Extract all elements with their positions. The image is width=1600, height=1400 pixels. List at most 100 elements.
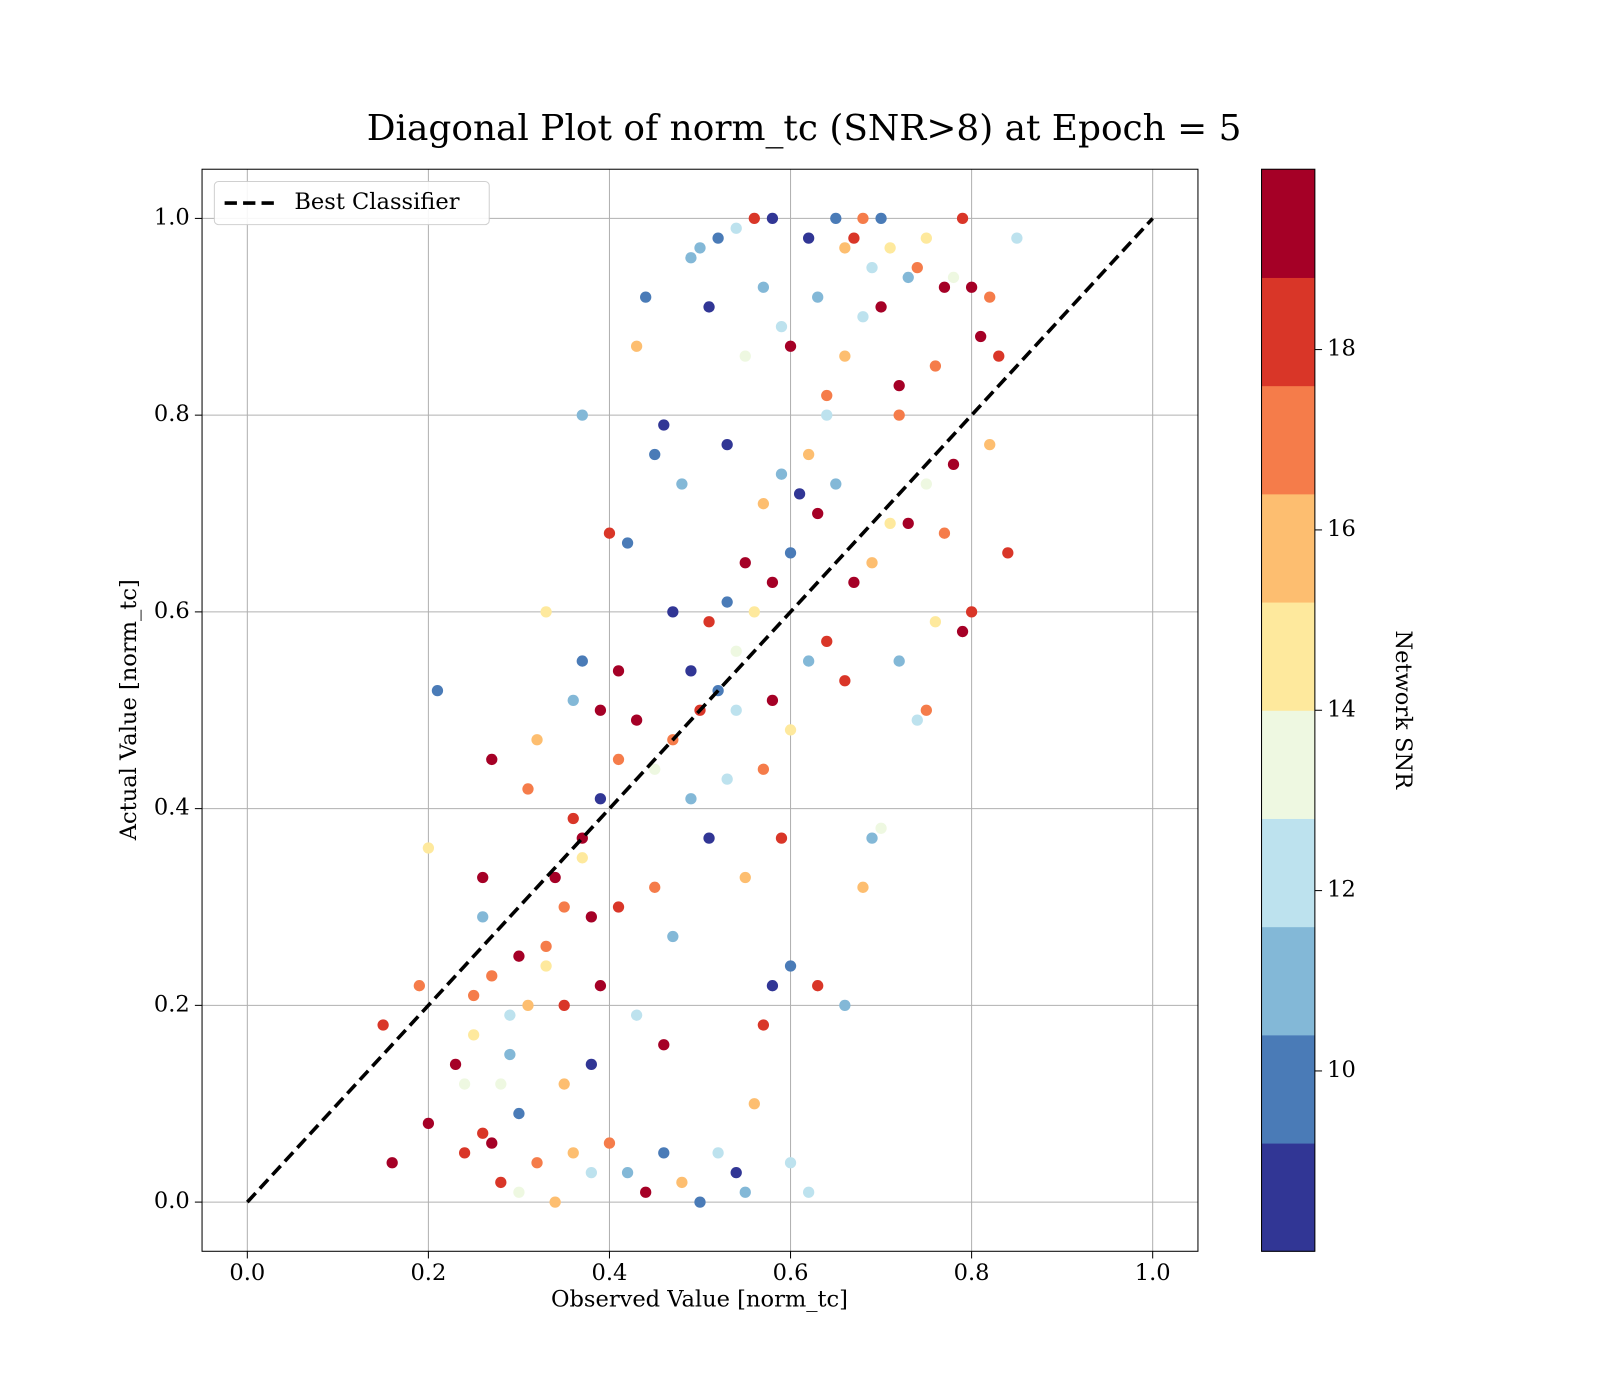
- scatter-point: [504, 1009, 516, 1021]
- scatter-point: [775, 320, 788, 333]
- scatter-point: [612, 665, 625, 677]
- scatter-point: [486, 970, 498, 982]
- plot-frame: [201, 168, 1199, 1252]
- scatter-point: [893, 409, 905, 421]
- scatter-point: [486, 1137, 498, 1149]
- colorbar-band: [1261, 1034, 1315, 1144]
- y-tick-label: 0.2: [154, 991, 190, 1017]
- scatter-point: [803, 448, 815, 461]
- scatter-point: [784, 960, 797, 972]
- colorbar-label: Network SNR: [1390, 630, 1416, 790]
- scatter-point: [784, 1157, 797, 1169]
- scatter-point: [640, 291, 652, 303]
- scatter-point: [857, 881, 869, 893]
- scatter-point: [775, 832, 788, 844]
- scatter-point: [875, 212, 887, 225]
- scatter-point: [1011, 232, 1023, 244]
- scatter-point: [721, 773, 733, 785]
- scatter-point: [540, 960, 552, 972]
- scatter-point: [676, 1176, 688, 1189]
- scatter-point: [549, 1196, 561, 1208]
- scatter-point: [739, 1186, 751, 1198]
- y-tick-label: 0.0: [154, 1188, 190, 1214]
- scatter-point: [920, 478, 932, 490]
- scatter-point: [630, 714, 643, 726]
- scatter-point: [495, 1078, 507, 1090]
- scatter-point: [685, 252, 697, 264]
- y-tick-label: 0.6: [154, 598, 190, 624]
- scatter-point: [775, 468, 788, 480]
- scatter-point: [911, 714, 923, 726]
- scatter-point: [730, 645, 742, 657]
- colorbar-tick-label: 12: [1327, 877, 1356, 903]
- scatter-point: [721, 596, 733, 608]
- scatter-point: [576, 852, 588, 864]
- scatter-point: [576, 655, 588, 667]
- x-tick-label: 0.6: [773, 1260, 809, 1286]
- scatter-point: [630, 340, 643, 352]
- y-tick-label: 1.0: [154, 204, 190, 230]
- scatter-point: [875, 301, 887, 313]
- scatter-point: [839, 242, 851, 254]
- scatter-point: [612, 753, 625, 766]
- scatter-point: [585, 1058, 597, 1071]
- scatter-point: [567, 694, 579, 707]
- scatter-point: [540, 940, 552, 952]
- reference-line: [245, 217, 1155, 1204]
- scatter-point: [830, 478, 842, 490]
- scatter-point: [585, 1166, 597, 1179]
- scatter-point: [477, 871, 489, 884]
- scatter-point: [495, 1176, 507, 1189]
- scatter-point: [848, 576, 860, 589]
- scatter-point: [458, 1078, 471, 1090]
- scatter-point: [748, 212, 760, 225]
- scatter-point: [920, 704, 932, 716]
- x-tick-label: 0.8: [954, 1260, 990, 1286]
- scatter-point: [821, 409, 833, 421]
- scatter-point: [667, 930, 679, 943]
- scatter-point: [730, 1166, 742, 1179]
- scatter-point: [748, 1098, 760, 1110]
- scatter-point: [730, 704, 742, 716]
- scatter-point: [603, 527, 616, 539]
- scatter-point: [694, 242, 706, 254]
- scatter-point: [902, 271, 914, 284]
- scatter-point: [884, 517, 896, 529]
- scatter-point: [431, 684, 444, 697]
- scatter-point: [522, 783, 534, 795]
- scatter-point: [594, 793, 607, 805]
- scatter-point: [685, 665, 697, 677]
- scatter-point: [721, 439, 733, 451]
- colorbar-tick-label: 16: [1327, 516, 1356, 542]
- scatter-point: [821, 389, 833, 402]
- scatter-point: [884, 242, 896, 254]
- scatter-point: [594, 704, 607, 716]
- scatter-point: [947, 271, 960, 284]
- scatter-point: [784, 724, 797, 736]
- scatter-point: [965, 281, 978, 293]
- scatter-point: [866, 261, 878, 274]
- x-tick-label: 0.0: [229, 1260, 265, 1286]
- colorbar-tick-label: 18: [1327, 336, 1356, 362]
- colorbar-band: [1261, 169, 1315, 278]
- scatter-point: [866, 557, 878, 569]
- scatter-point: [477, 1127, 489, 1139]
- scatter-point: [938, 527, 951, 539]
- scatter-point: [965, 606, 978, 618]
- scatter-point: [513, 1107, 525, 1120]
- colorbar-band: [1261, 602, 1315, 711]
- scatter-point: [576, 409, 588, 421]
- scatter-point: [377, 1019, 389, 1031]
- scatter-point: [558, 999, 570, 1012]
- legend-box: [213, 181, 490, 226]
- y-axis-label: Actual Value [norm_tc]: [116, 579, 142, 841]
- scatter-point: [984, 291, 996, 303]
- scatter-point: [558, 1078, 570, 1090]
- scatter-point: [766, 212, 779, 225]
- y-tick-label: 0.8: [154, 401, 190, 427]
- scatter-point: [422, 842, 435, 854]
- scatter-point: [594, 980, 607, 992]
- scatter-point: [567, 1147, 579, 1159]
- scatter-point: [712, 1147, 724, 1159]
